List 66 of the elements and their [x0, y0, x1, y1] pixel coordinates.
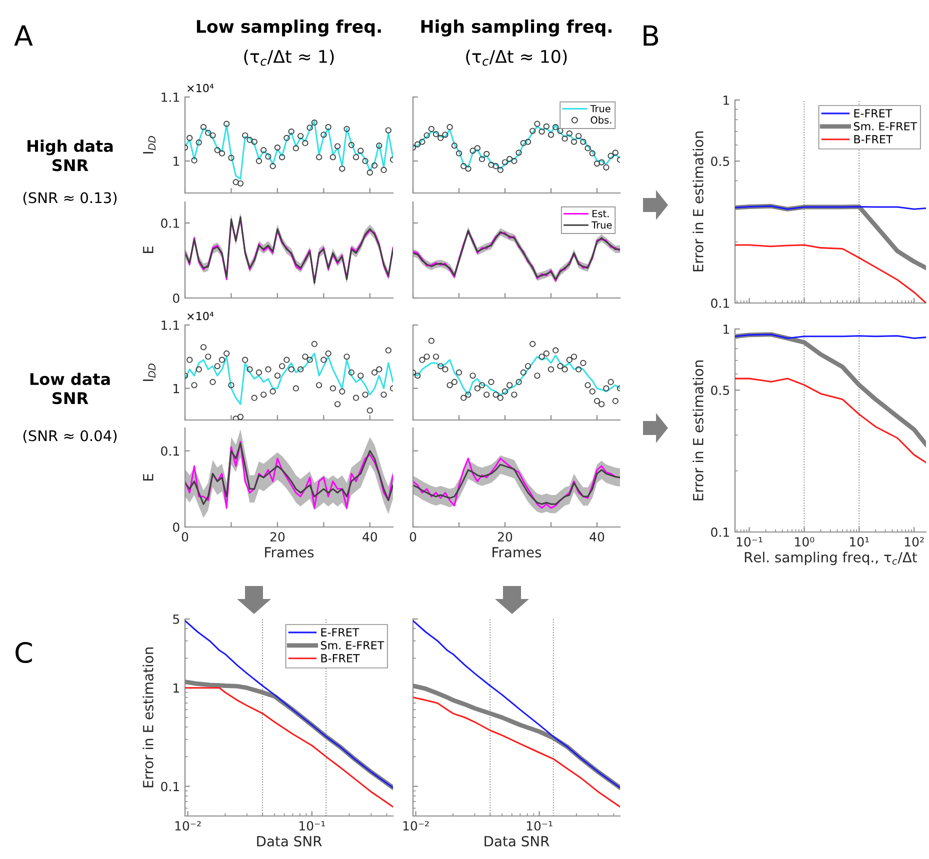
text: (SNR ≈ 0.13): [23, 192, 117, 205]
y-tick-label: 1.1: [162, 92, 179, 102]
x-tick-label: 20: [270, 532, 285, 542]
y-tick-label: 1: [174, 683, 179, 693]
legend-label: Sm. E-FRET: [854, 122, 918, 130]
y-tick-label: 1: [724, 324, 729, 334]
legend-label: True: [592, 221, 612, 229]
chart-title: Low sampling freq.: [196, 20, 381, 36]
y-tick-label: 1: [174, 156, 179, 166]
y-tick-label: 1: [174, 384, 179, 394]
y-tick-label: 0.1: [711, 298, 729, 308]
y-axis-title: Error in E estimation: [142, 648, 154, 788]
y-tick-label: 0.5: [711, 156, 730, 166]
text: C: [16, 642, 32, 664]
x-tick-label: 10⁻²: [403, 821, 429, 831]
x-axis-title: Rel. sampling freq., τ$_{c}$/Δt: [744, 552, 917, 566]
x-tick-label: 10⁻²: [175, 821, 201, 831]
x-tick-label: 0: [182, 532, 188, 542]
text: High data SNR: [28, 140, 113, 172]
legend-label: Sm. E-FRET: [320, 641, 384, 650]
x-tick-label: 40: [362, 532, 378, 542]
y-axis-title: Error in E estimation: [692, 132, 704, 272]
y-axis-title: I$_{DD}$: [143, 136, 156, 154]
chart-subtitle: (τ$_{c}$/Δt ≈ 10): [466, 50, 567, 66]
text: B: [644, 25, 658, 46]
text: ×10⁴: [188, 84, 214, 92]
y-tick-label: 0: [173, 522, 180, 532]
x-tick-label: 10⁻¹: [526, 821, 552, 831]
text: (SNR ≈ 0.04): [23, 430, 117, 443]
text: ×10⁴: [188, 312, 214, 320]
y-axis-title: I$_{DD}$: [143, 364, 156, 381]
y-axis-title: Error in E estimation: [692, 360, 704, 500]
chart-title: High sampling freq.: [421, 20, 612, 36]
text: Low data SNR: [30, 372, 110, 404]
legend-label: Obs.: [590, 116, 612, 124]
x-tick-label: 20: [498, 532, 512, 542]
y-tick-label: 5: [173, 614, 180, 624]
x-tick-label: 0: [410, 532, 416, 542]
y-axis-title: E: [143, 474, 154, 481]
chart-subtitle: (τ$_{c}$/Δt ≈ 1): [244, 50, 334, 66]
y-tick-label: 1: [724, 96, 729, 105]
x-tick-label: 10¹: [850, 537, 869, 547]
x-tick-label: 10²: [904, 537, 924, 547]
y-tick-label: 0.1: [711, 527, 729, 537]
x-axis-title: Data SNR: [257, 836, 322, 846]
x-tick-label: 10⁰: [795, 537, 814, 547]
legend-label: Est.: [592, 210, 609, 218]
legend-label: B-FRET: [321, 654, 360, 662]
legend-label: E-FRET: [854, 109, 892, 118]
y-tick-label: 0.1: [161, 446, 179, 456]
legend-label: E-FRET: [321, 628, 360, 636]
y-tick-label: 0.1: [161, 782, 179, 792]
y-axis-title: E: [143, 246, 154, 254]
x-axis-title: Frames: [492, 547, 542, 558]
legend-label: True: [590, 105, 610, 112]
x-axis-title: Data SNR: [484, 836, 550, 846]
x-axis-title: Frames: [265, 547, 314, 558]
x-tick-label: 10⁻¹: [300, 821, 325, 831]
y-tick-label: 0.1: [161, 218, 179, 228]
y-tick-label: 0.5: [711, 386, 730, 396]
y-tick-label: 0: [173, 293, 180, 303]
x-tick-label: 10⁻¹: [736, 537, 762, 547]
x-tick-label: 40: [590, 532, 604, 542]
legend-label: B-FRET: [854, 135, 893, 144]
text: A: [14, 25, 33, 46]
y-tick-label: 1.1: [162, 320, 179, 330]
